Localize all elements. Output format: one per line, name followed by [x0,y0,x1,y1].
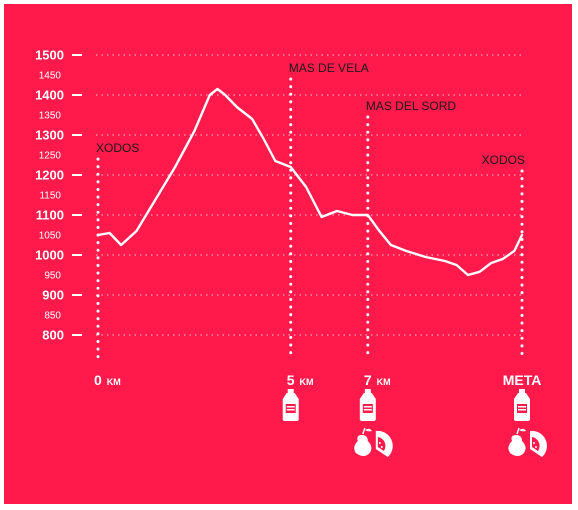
water-bottle-icon [282,389,299,421]
y-tick-label: 1100 [36,208,64,223]
water-bottle-icon [514,389,530,421]
y-tick-label: 1400 [35,88,64,103]
x-axis-label: 0 KM [94,372,121,388]
water-bottle-icon [359,389,376,421]
station-label: XODOS [96,141,139,155]
x-axis-label: META [503,372,542,388]
y-tick-label: 1450 [39,71,62,82]
y-tick-label: 1200 [35,168,64,183]
x-axis-label: 7 KM [364,372,391,388]
station-label: XODOS [482,153,525,167]
y-tick-label: 1050 [39,231,62,242]
fruit-icon [353,427,394,458]
y-tick-label: 1150 [39,191,61,202]
x-axis-label: 5 KM [287,372,314,388]
y-tick-label: 900 [42,288,64,303]
y-tick-label: 800 [42,328,64,343]
y-tick-label: 1000 [35,248,64,263]
station-label: MAS DE VELA [289,61,369,75]
y-tick-label: 1250 [39,151,62,162]
y-tick-label: 850 [44,311,61,322]
y-tick-label: 1500 [35,48,64,63]
fruit-icon [507,427,548,458]
y-tick-label: 950 [44,271,61,282]
y-tick-label: 1350 [39,111,62,122]
elevation-line [96,87,524,277]
y-tick-label: 1300 [35,128,64,143]
station-label: MAS DEL SORD [366,99,457,113]
